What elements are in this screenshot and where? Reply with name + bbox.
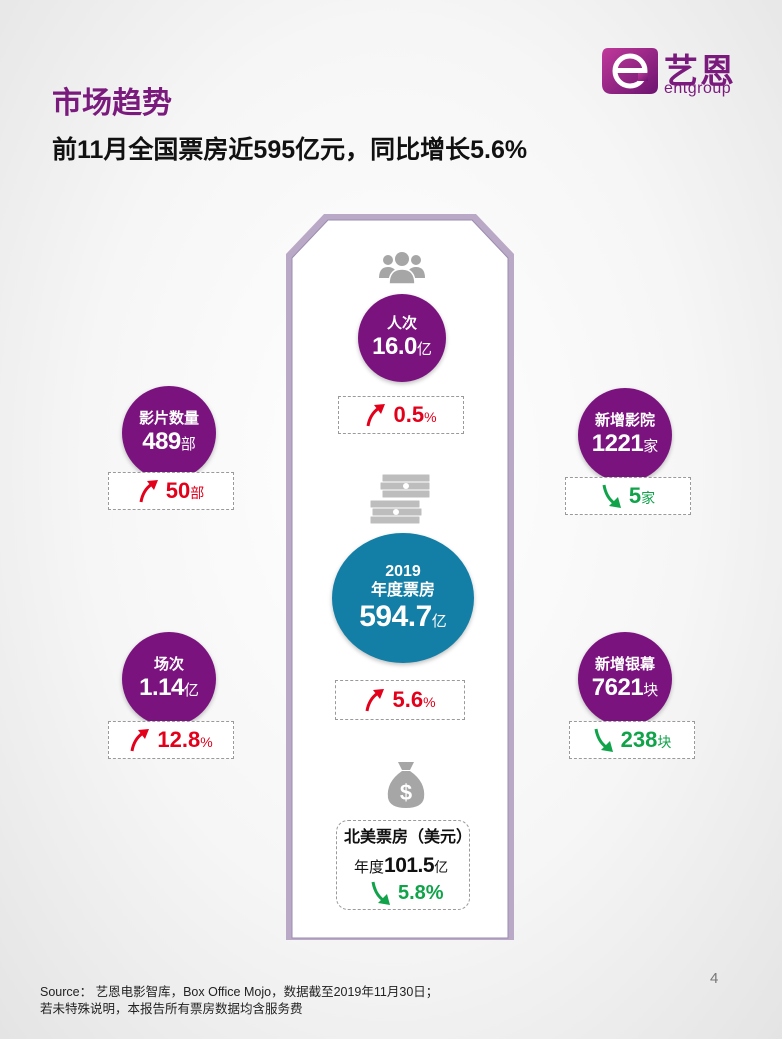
new-screens-value: 7621 — [591, 674, 644, 702]
admissions-unit: 亿 — [416, 341, 432, 359]
footer-note: 若未特殊说明，本报告所有票房数据均含服务费 — [40, 1002, 303, 1016]
north-america-box — [336, 820, 470, 910]
screenings-change: 12.8 — [157, 727, 201, 752]
film-count-unit: 部 — [180, 436, 196, 454]
admissions-circle: 人次 16.0亿 — [358, 294, 446, 382]
box-office-label: 年度票房 — [370, 581, 435, 599]
arrow-down-icon — [594, 728, 613, 752]
new-screens-circle: 新增银幕 7621块 — [578, 632, 672, 726]
arrow-down-icon — [371, 881, 390, 905]
north-america-prefix: 年度 — [354, 859, 385, 876]
admissions-change-box: 0.5% — [338, 396, 464, 434]
box-office-change: 5.6 — [392, 687, 424, 712]
new-cinemas-unit: 家 — [643, 438, 659, 456]
headline: 前11月全国票房近595亿元，同比增长5.6% — [52, 136, 528, 164]
new-cinemas-label: 新增影院 — [594, 412, 655, 430]
new-screens-label: 新增银幕 — [594, 656, 655, 674]
north-america-unit: 亿 — [434, 859, 449, 875]
screenings-value: 1.14 — [139, 674, 184, 702]
film-count-change-box: 50部 — [108, 472, 234, 510]
footer-notes: Source： 艺恩电影智库，Box Office Mojo，数据截至2019年… — [40, 984, 438, 1018]
new-cinemas-change: 5 — [628, 483, 642, 508]
north-america-value: 101.5 — [384, 854, 435, 877]
film-count-value: 489 — [142, 428, 181, 456]
arrow-up-icon — [366, 404, 386, 427]
money-stack-icon — [369, 473, 431, 525]
north-america-change: 5.8% — [398, 881, 444, 904]
admissions-label: 人次 — [386, 315, 417, 333]
new-screens-change: 238 — [620, 727, 658, 752]
north-america-title: 北美票房（美元） — [344, 829, 473, 846]
page-number: 4 — [710, 970, 719, 987]
section-title: 市场趋势 — [52, 87, 172, 120]
film-count-circle: 影片数量 489部 — [122, 386, 216, 480]
screenings-circle: 场次 1.14亿 — [122, 632, 216, 726]
box-office-unit: 亿 — [431, 612, 447, 630]
new-cinemas-value: 1221 — [591, 430, 644, 458]
admissions-change: 0.5 — [393, 402, 425, 427]
people-group-icon — [379, 252, 425, 285]
screenings-label: 场次 — [153, 656, 184, 674]
box-office-value: 594.7 — [359, 599, 432, 633]
film-count-change: 50 — [165, 478, 191, 503]
footer-source: Source： 艺恩电影智库，Box Office Mojo，数据截至2019年… — [40, 985, 439, 999]
logo-text-en: entgroup — [664, 80, 732, 97]
arrow-up-icon — [139, 480, 158, 503]
new-cinemas-circle: 新增影院 1221家 — [578, 388, 672, 482]
box-office-change-box: 5.6% — [335, 680, 465, 720]
screenings-change-box: 12.8% — [108, 721, 234, 759]
arrow-down-icon — [602, 484, 621, 508]
svg-text:$: $ — [400, 780, 412, 805]
arrow-up-icon — [130, 729, 150, 752]
arrow-up-icon — [365, 689, 385, 712]
film-count-label: 影片数量 — [138, 410, 199, 428]
entgroup-e-logo-icon — [602, 48, 658, 94]
new-screens-unit: 块 — [643, 682, 659, 700]
logo-text-cn: 艺恩 — [664, 53, 736, 91]
money-bag-icon: $ — [387, 762, 425, 808]
screenings-unit: 亿 — [183, 682, 199, 700]
new-cinemas-change-box: 5家 — [565, 477, 691, 515]
admissions-value: 16.0 — [372, 333, 417, 361]
box-office-circle: 2019 年度票房 594.7亿 — [332, 533, 474, 663]
new-screens-change-box: 238块 — [569, 721, 695, 759]
box-office-year: 2019 — [385, 562, 421, 580]
